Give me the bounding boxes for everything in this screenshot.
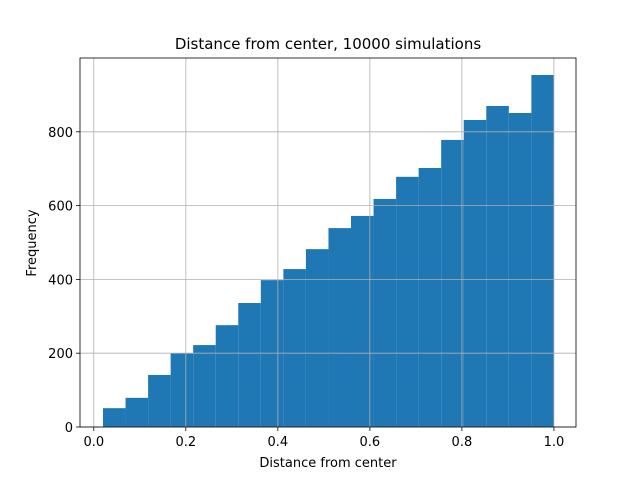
bar <box>328 228 352 427</box>
x-tick-label: 0.0 <box>83 435 104 450</box>
chart-title: Distance from center, 10000 simulations <box>175 35 482 53</box>
bar <box>283 269 306 427</box>
bar <box>441 139 464 427</box>
x-tick-label: 0.6 <box>360 435 381 450</box>
bar <box>170 353 194 427</box>
bar <box>238 303 261 427</box>
y-tick-label: 200 <box>48 347 73 362</box>
bar <box>351 215 374 427</box>
y-tick-label: 600 <box>48 200 73 215</box>
bar <box>193 345 216 427</box>
y-axis-label: Frequency <box>25 209 40 276</box>
bar <box>125 397 149 427</box>
x-axis-label: Distance from center <box>259 456 397 471</box>
bar <box>103 408 126 427</box>
bar <box>373 198 397 427</box>
y-tick-label: 400 <box>48 273 73 288</box>
bar <box>531 74 554 427</box>
x-tick-label: 0.8 <box>452 435 473 450</box>
plot-frame <box>79 57 577 428</box>
y-tick-label: 0 <box>65 421 73 436</box>
bar <box>508 112 532 427</box>
bar <box>305 249 329 427</box>
x-tick-label: 0.4 <box>268 435 289 450</box>
bar <box>148 374 171 427</box>
bar <box>215 325 239 427</box>
bar <box>486 105 509 427</box>
y-tick-label: 800 <box>48 126 73 141</box>
bar <box>418 167 442 427</box>
bar <box>396 176 419 427</box>
x-tick-label: 1.0 <box>544 435 565 450</box>
x-tick-label: 0.2 <box>175 435 196 450</box>
bar <box>463 119 487 427</box>
